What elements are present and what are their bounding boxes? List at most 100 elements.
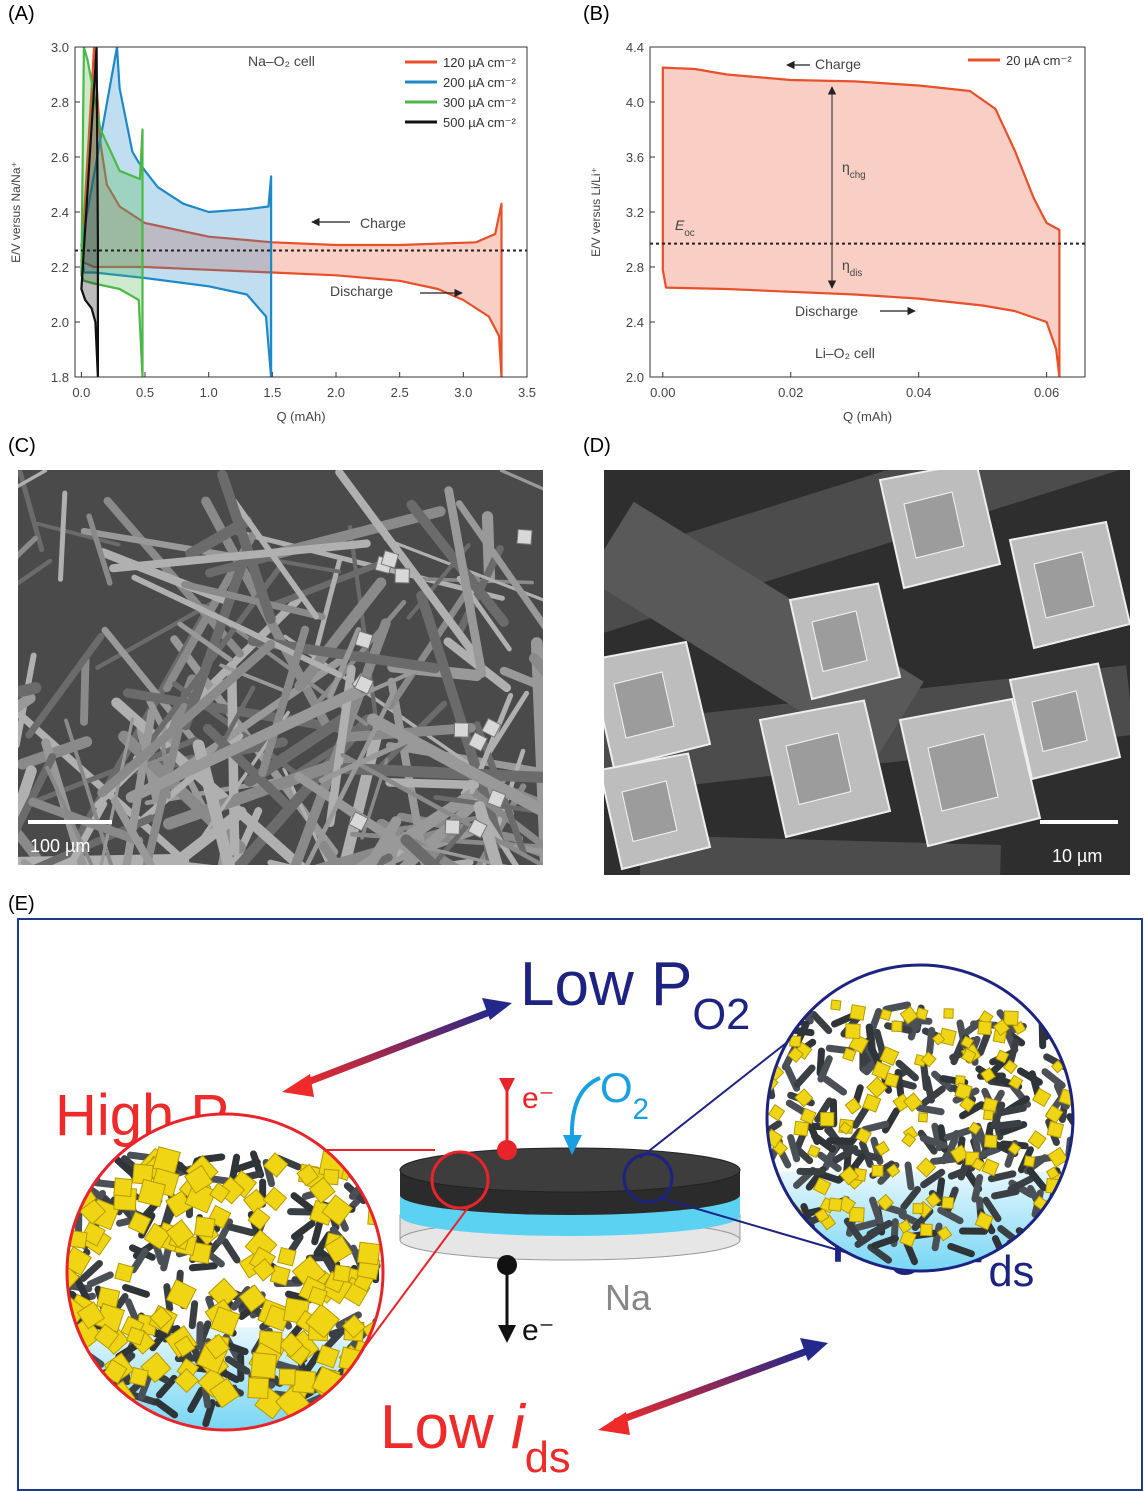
- legend-label: 500 µA cm⁻²: [443, 115, 517, 130]
- figure: (A) 0.0 0.5 1.0 1.5 2.0 2.5 3.0 3.5 1.8 2.0 2.2 2.4 2…: [0, 0, 1145, 1491]
- panel-label: (A): [8, 3, 35, 25]
- discharge-crystal: [278, 1248, 296, 1266]
- x-tick-label: 1.5: [263, 385, 281, 400]
- carbon-strand: [192, 1266, 214, 1268]
- panel-label: (E): [8, 893, 35, 915]
- discharge-crystal: [358, 1242, 381, 1265]
- y-tick-label: 2.4: [51, 205, 69, 220]
- panel-label: (C): [8, 435, 36, 457]
- x-tick-label: 0.5: [136, 385, 154, 400]
- y-tick-label: 2.0: [51, 315, 69, 330]
- discharge-crystal: [248, 1378, 269, 1399]
- discharge-crystal: [279, 1369, 295, 1385]
- annotation: Discharge: [795, 303, 858, 319]
- discharge-crystal: [916, 1008, 928, 1020]
- discharge-crystal: [845, 1024, 860, 1039]
- y-tick-label: 2.8: [626, 260, 644, 275]
- discharge-crystal: [872, 1165, 883, 1176]
- x-tick-label: 0.06: [1034, 385, 1059, 400]
- carbon-strand: [935, 1226, 939, 1248]
- carbon-strand: [995, 1192, 1017, 1196]
- y-tick-label: 2.8: [51, 95, 69, 110]
- fiber: [270, 863, 417, 898]
- discharge-crystal: [194, 1217, 214, 1237]
- carbon-strand: [886, 1005, 908, 1009]
- series-line: [663, 68, 1060, 377]
- annotation: Charge: [360, 215, 406, 231]
- y-tick-label: 4.0: [626, 95, 644, 110]
- low-p-label-text: Low P: [520, 950, 692, 1019]
- discharge-crystal: [1004, 1011, 1018, 1025]
- oxygen-label-sub: 2: [633, 1093, 649, 1126]
- discharge-crystal: [984, 1135, 997, 1148]
- annotation-sub: chg: [850, 170, 866, 181]
- annotation-sub: dis: [850, 268, 863, 279]
- discharge-crystal: [115, 1263, 134, 1282]
- x-axis-label: Q (mAh): [843, 409, 892, 424]
- discharge-crystal: [130, 1367, 149, 1386]
- electron-label: e⁻: [522, 1314, 555, 1347]
- scale-bar-label: 10 µm: [1052, 846, 1102, 866]
- sem-image-d: [560, 430, 1130, 880]
- panel-label: (D): [583, 435, 611, 457]
- low-i-label-sub: ds: [525, 1434, 571, 1482]
- legend-label: 300 µA cm⁻²: [443, 95, 517, 110]
- annotation-text: η: [842, 159, 850, 175]
- discharge-crystal: [829, 1198, 842, 1211]
- y-tick-label: 1.8: [51, 370, 69, 385]
- discharge-crystal: [850, 1005, 865, 1020]
- carbon-strand: [1002, 1108, 1024, 1112]
- legend-label: 120 µA cm⁻²: [443, 55, 517, 70]
- x-tick-label: 0.00: [650, 385, 675, 400]
- y-tick-label: 2.6: [51, 150, 69, 165]
- y-tick-label: 3.0: [51, 40, 69, 55]
- legend-label: 20 µA cm⁻²: [1006, 53, 1072, 68]
- plot-area: [663, 68, 1060, 377]
- y-tick-label: 2.2: [51, 260, 69, 275]
- x-tick-label: 0.0: [72, 385, 90, 400]
- scale-bar-label: 100 µm: [30, 836, 90, 856]
- annotation: Discharge: [330, 283, 393, 299]
- carbon-strand: [908, 1165, 911, 1187]
- discharge-crystal: [892, 1021, 902, 1031]
- low-i-label-text: Low: [380, 1393, 511, 1462]
- crystal: [454, 723, 468, 737]
- discharge-crystal: [978, 1021, 992, 1035]
- x-tick-label: 2.0: [327, 385, 345, 400]
- annotation-sub: oc: [684, 228, 694, 239]
- discharge-crystal: [921, 1224, 933, 1236]
- crystal: [395, 569, 409, 583]
- discharge-crystal: [983, 1110, 993, 1120]
- discharge-crystal: [794, 1121, 809, 1136]
- x-tick-label: 0.04: [906, 385, 931, 400]
- x-tick-label: 1.0: [200, 385, 218, 400]
- x-tick-label: 2.5: [391, 385, 409, 400]
- x-tick-label: 3.0: [454, 385, 472, 400]
- fiber: [84, 659, 86, 722]
- x-tick-label: 0.02: [778, 385, 803, 400]
- annotation-text: η: [842, 257, 850, 273]
- fiber: [244, 862, 470, 895]
- carbon-strand: [997, 1123, 1019, 1126]
- y-tick-label: 4.4: [626, 40, 644, 55]
- discharge-crystal: [820, 1112, 833, 1125]
- panel-label: (B): [583, 3, 610, 25]
- discharge-crystal: [880, 1009, 891, 1020]
- discharge-crystal: [944, 1009, 953, 1018]
- y-tick-label: 3.6: [626, 150, 644, 165]
- fiber: [390, 782, 475, 785]
- discharge-crystal: [251, 1353, 277, 1379]
- low-p-label-sub: O2: [692, 991, 750, 1039]
- y-axis-label: E/V versus Li/Li⁺: [589, 167, 603, 257]
- discharge-crystal: [114, 1178, 132, 1196]
- plot-area: [81, 47, 501, 377]
- discharge-crystal: [918, 1113, 927, 1122]
- x-tick-label: 3.5: [518, 385, 536, 400]
- discharge-crystal: [913, 1203, 923, 1213]
- anode-label: Na: [605, 1277, 652, 1318]
- annotation: Charge: [815, 56, 861, 72]
- y-tick-label: 2.4: [626, 315, 644, 330]
- annotation: Na–O₂ cell: [248, 53, 315, 69]
- electron-label: e⁻: [522, 1082, 555, 1115]
- y-tick-label: 3.2: [626, 205, 644, 220]
